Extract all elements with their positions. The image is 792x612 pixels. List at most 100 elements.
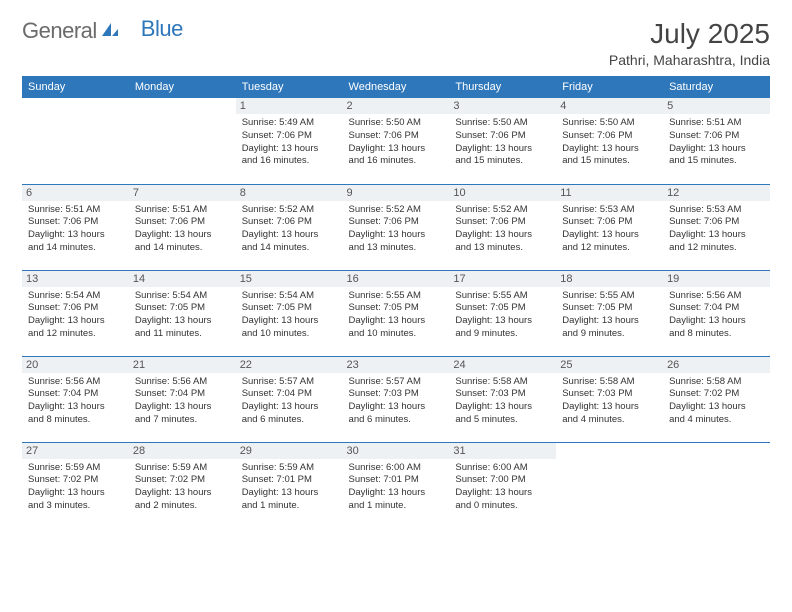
month-title: July 2025 — [609, 18, 770, 50]
calendar-table: SundayMondayTuesdayWednesdayThursdayFrid… — [22, 76, 770, 528]
calendar-cell: 31Sunrise: 6:00 AMSunset: 7:00 PMDayligh… — [449, 442, 556, 528]
day-info: Sunrise: 5:50 AMSunset: 7:06 PMDaylight:… — [455, 117, 550, 168]
day-info: Sunrise: 5:54 AMSunset: 7:05 PMDaylight:… — [135, 290, 230, 341]
header: General Blue July 2025 Pathri, Maharasht… — [22, 18, 770, 68]
day-info: Sunrise: 5:55 AMSunset: 7:05 PMDaylight:… — [562, 290, 657, 341]
day-info: Sunrise: 5:54 AMSunset: 7:06 PMDaylight:… — [28, 290, 123, 341]
day-number: 23 — [343, 357, 450, 373]
day-number: 11 — [556, 185, 663, 201]
calendar-cell: 27Sunrise: 5:59 AMSunset: 7:02 PMDayligh… — [22, 442, 129, 528]
calendar-body: 1Sunrise: 5:49 AMSunset: 7:06 PMDaylight… — [22, 98, 770, 528]
weekday-header: Monday — [129, 76, 236, 98]
title-block: July 2025 Pathri, Maharashtra, India — [609, 18, 770, 68]
day-info: Sunrise: 5:55 AMSunset: 7:05 PMDaylight:… — [455, 290, 550, 341]
calendar-cell — [663, 442, 770, 528]
calendar-cell: 20 Sunrise: 5:56 AMSunset: 7:04 PMDayligh… — [22, 356, 129, 442]
day-number: 18 — [556, 271, 663, 287]
day-number: 16 — [343, 271, 450, 287]
weekday-header: Tuesday — [236, 76, 343, 98]
calendar-cell: 25 Sunrise: 5:58 AMSunset: 7:03 PMDayligh… — [556, 356, 663, 442]
calendar-cell: 30 Sunrise: 6:00 AMSunset: 7:01 PMDayligh… — [343, 442, 450, 528]
calendar-cell: 5 Sunrise: 5:51 AMSunset: 7:06 PMDaylight… — [663, 98, 770, 184]
day-number: 28 — [129, 443, 236, 459]
calendar-cell: 26Sunrise: 5:58 AMSunset: 7:02 PMDayligh… — [663, 356, 770, 442]
day-number: 13 — [22, 271, 129, 287]
calendar-cell: 19 Sunrise: 5:56 AMSunset: 7:04 PMDayligh… — [663, 270, 770, 356]
calendar-cell: 3 Sunrise: 5:50 AMSunset: 7:06 PMDaylight… — [449, 98, 556, 184]
calendar-cell: 17 Sunrise: 5:55 AMSunset: 7:05 PMDayligh… — [449, 270, 556, 356]
calendar-cell: 12 Sunrise: 5:53 AMSunset: 7:06 PMDayligh… — [663, 184, 770, 270]
calendar-cell: 16 Sunrise: 5:55 AMSunset: 7:05 PMDayligh… — [343, 270, 450, 356]
weekday-header: Saturday — [663, 76, 770, 98]
calendar-cell: 4 Sunrise: 5:50 AMSunset: 7:06 PMDaylight… — [556, 98, 663, 184]
day-info: Sunrise: 5:53 AMSunset: 7:06 PMDaylight:… — [562, 204, 657, 255]
day-number: 5 — [663, 98, 770, 114]
day-info: Sunrise: 5:53 AMSunset: 7:06 PMDaylight:… — [669, 204, 764, 255]
calendar-page: General Blue July 2025 Pathri, Maharasht… — [0, 0, 792, 546]
day-info: Sunrise: 5:57 AMSunset: 7:04 PMDaylight:… — [242, 376, 337, 427]
day-number: 10 — [449, 185, 556, 201]
day-number: 14 — [129, 271, 236, 287]
day-number: 19 — [663, 271, 770, 287]
day-info: Sunrise: 5:55 AMSunset: 7:05 PMDaylight:… — [349, 290, 444, 341]
calendar-cell: 22Sunrise: 5:57 AMSunset: 7:04 PMDayligh… — [236, 356, 343, 442]
day-number: 8 — [236, 185, 343, 201]
day-number: 4 — [556, 98, 663, 114]
calendar-row: 27Sunrise: 5:59 AMSunset: 7:02 PMDayligh… — [22, 442, 770, 528]
day-number: 29 — [236, 443, 343, 459]
calendar-cell — [22, 98, 129, 184]
calendar-cell — [556, 442, 663, 528]
day-number: 2 — [343, 98, 450, 114]
day-number: 25 — [556, 357, 663, 373]
day-info: Sunrise: 6:00 AMSunset: 7:01 PMDaylight:… — [349, 462, 444, 513]
day-info: Sunrise: 5:51 AMSunset: 7:06 PMDaylight:… — [135, 204, 230, 255]
day-number: 12 — [663, 185, 770, 201]
day-info: Sunrise: 5:50 AMSunset: 7:06 PMDaylight:… — [349, 117, 444, 168]
day-info: Sunrise: 5:49 AMSunset: 7:06 PMDaylight:… — [242, 117, 337, 168]
day-info: Sunrise: 5:56 AMSunset: 7:04 PMDaylight:… — [669, 290, 764, 341]
day-number: 21 — [129, 357, 236, 373]
day-info: Sunrise: 5:59 AMSunset: 7:02 PMDaylight:… — [135, 462, 230, 513]
calendar-row: 20 Sunrise: 5:56 AMSunset: 7:04 PMDayligh… — [22, 356, 770, 442]
calendar-cell: 24Sunrise: 5:58 AMSunset: 7:03 PMDayligh… — [449, 356, 556, 442]
weekday-header: Sunday — [22, 76, 129, 98]
day-number: 24 — [449, 357, 556, 373]
day-info: Sunrise: 5:51 AMSunset: 7:06 PMDaylight:… — [669, 117, 764, 168]
day-info: Sunrise: 5:52 AMSunset: 7:06 PMDaylight:… — [455, 204, 550, 255]
calendar-cell: 18 Sunrise: 5:55 AMSunset: 7:05 PMDayligh… — [556, 270, 663, 356]
day-number: 9 — [343, 185, 450, 201]
calendar-cell: 11 Sunrise: 5:53 AMSunset: 7:06 PMDayligh… — [556, 184, 663, 270]
calendar-cell: 29Sunrise: 5:59 AMSunset: 7:01 PMDayligh… — [236, 442, 343, 528]
day-number: 17 — [449, 271, 556, 287]
calendar-row: 13 Sunrise: 5:54 AMSunset: 7:06 PMDayligh… — [22, 270, 770, 356]
calendar-cell: 15 Sunrise: 5:54 AMSunset: 7:05 PMDayligh… — [236, 270, 343, 356]
day-number: 20 — [22, 357, 129, 373]
day-info: Sunrise: 5:54 AMSunset: 7:05 PMDaylight:… — [242, 290, 337, 341]
day-number: 30 — [343, 443, 450, 459]
calendar-cell: 2 Sunrise: 5:50 AMSunset: 7:06 PMDaylight… — [343, 98, 450, 184]
day-info: Sunrise: 5:51 AMSunset: 7:06 PMDaylight:… — [28, 204, 123, 255]
day-number: 7 — [129, 185, 236, 201]
logo-word2: Blue — [141, 16, 183, 42]
day-info: Sunrise: 5:56 AMSunset: 7:04 PMDaylight:… — [135, 376, 230, 427]
calendar-cell: 6Sunrise: 5:51 AMSunset: 7:06 PMDaylight… — [22, 184, 129, 270]
calendar-cell: 28 Sunrise: 5:59 AMSunset: 7:02 PMDayligh… — [129, 442, 236, 528]
calendar-cell: 10 Sunrise: 5:52 AMSunset: 7:06 PMDayligh… — [449, 184, 556, 270]
logo: General Blue — [22, 18, 183, 44]
day-info: Sunrise: 5:50 AMSunset: 7:06 PMDaylight:… — [562, 117, 657, 168]
logo-sail-icon — [101, 21, 119, 42]
day-info: Sunrise: 5:58 AMSunset: 7:03 PMDaylight:… — [562, 376, 657, 427]
logo-word1: General — [22, 18, 97, 44]
day-number: 15 — [236, 271, 343, 287]
day-info: Sunrise: 6:00 AMSunset: 7:00 PMDaylight:… — [455, 462, 550, 513]
calendar-row: 1Sunrise: 5:49 AMSunset: 7:06 PMDaylight… — [22, 98, 770, 184]
weekday-header: Thursday — [449, 76, 556, 98]
day-info: Sunrise: 5:52 AMSunset: 7:06 PMDaylight:… — [349, 204, 444, 255]
calendar-cell — [129, 98, 236, 184]
day-number: 26 — [663, 357, 770, 373]
day-number: 3 — [449, 98, 556, 114]
day-info: Sunrise: 5:52 AMSunset: 7:06 PMDaylight:… — [242, 204, 337, 255]
day-info: Sunrise: 5:56 AMSunset: 7:04 PMDaylight:… — [28, 376, 123, 427]
calendar-cell: 9 Sunrise: 5:52 AMSunset: 7:06 PMDaylight… — [343, 184, 450, 270]
weekday-header: Friday — [556, 76, 663, 98]
